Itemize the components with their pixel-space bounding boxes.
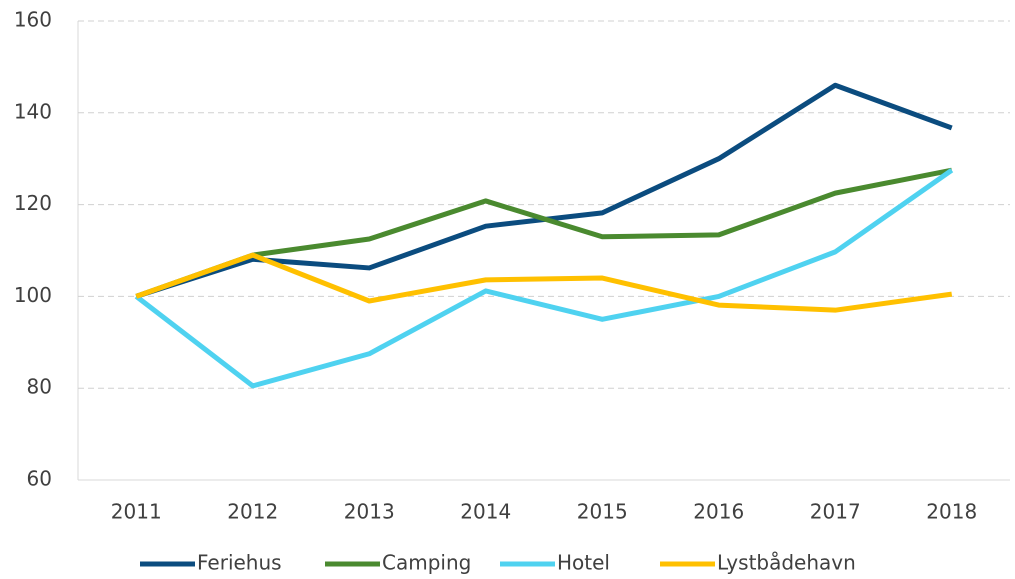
legend-label: Feriehus bbox=[197, 551, 282, 575]
x-tick-label: 2015 bbox=[577, 500, 628, 524]
series-line bbox=[135, 167, 953, 299]
x-tick-label: 2017 bbox=[810, 500, 861, 524]
x-tick-label: 2016 bbox=[693, 500, 744, 524]
y-tick-label: 160 bbox=[14, 8, 52, 32]
series-line bbox=[135, 82, 953, 299]
x-tick-label: 2014 bbox=[460, 500, 511, 524]
series-line bbox=[135, 252, 953, 313]
series-line bbox=[134, 168, 954, 389]
y-tick-label: 140 bbox=[14, 99, 52, 123]
legend-label: Hotel bbox=[557, 551, 610, 575]
y-tick-label: 60 bbox=[27, 467, 52, 491]
legend-label: Lystbådehavn bbox=[717, 551, 856, 575]
x-tick-label: 2012 bbox=[227, 500, 278, 524]
y-tick-label: 120 bbox=[14, 191, 52, 215]
x-tick-label: 2018 bbox=[926, 500, 977, 524]
y-tick-label: 80 bbox=[27, 375, 52, 399]
legend-label: Camping bbox=[382, 551, 471, 575]
y-tick-label: 100 bbox=[14, 283, 52, 307]
x-tick-label: 2011 bbox=[111, 500, 162, 524]
x-tick-label: 2013 bbox=[344, 500, 395, 524]
